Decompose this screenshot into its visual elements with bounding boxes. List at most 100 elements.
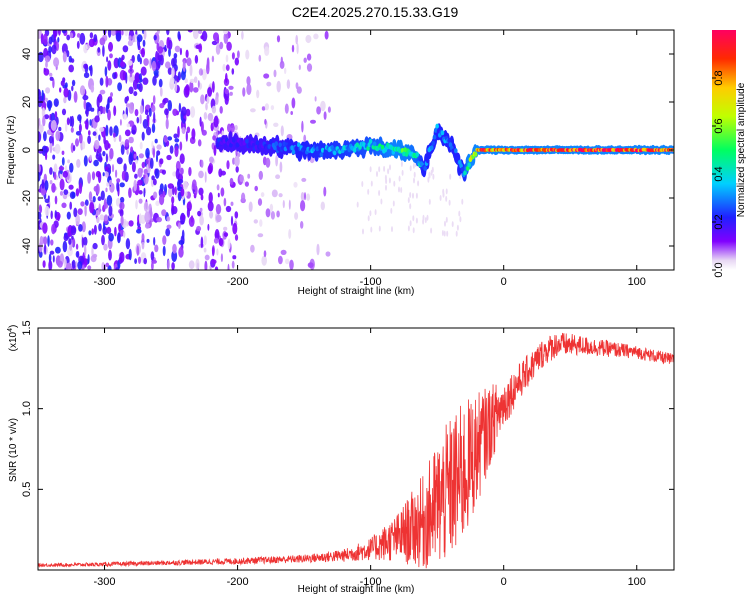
spectrogram-noise-cell — [139, 104, 144, 115]
spectrogram-noise-cell — [271, 189, 278, 198]
spectrogram-noise-cell — [136, 116, 140, 124]
spectrogram-noise-cell — [105, 187, 108, 193]
spectrogram-noise-cell — [89, 202, 95, 214]
spectrogram-noise-cell — [327, 106, 331, 113]
spectrogram-noise-cell — [202, 68, 207, 81]
spectrogram-noise-cell — [96, 96, 100, 109]
spectrogram-noise-cell — [120, 61, 126, 68]
spectrogram-noise-cell — [42, 33, 48, 46]
spectrogram-signal-cell — [223, 143, 228, 149]
spectrogram-noise-cell — [198, 30, 203, 34]
spectrogram-noise-cell — [378, 166, 381, 173]
spectrogram-noise-cell — [53, 30, 57, 40]
spectrogram-noise-cell — [143, 58, 149, 66]
spectrogram-noise-cell — [69, 162, 74, 173]
spectrogram-noise-cell — [290, 111, 294, 115]
spectrogram-noise-cell — [138, 153, 144, 159]
spectrogram-noise-cell — [139, 141, 143, 150]
spectrogram-noise-cell — [195, 258, 200, 270]
spectrogram-noise-cell — [325, 251, 331, 257]
spectrogram-noise-cell — [256, 89, 260, 99]
spectrogram-noise-cell — [116, 181, 120, 192]
spectrogram-noise-cell — [185, 108, 191, 117]
spectrogram-noise-cell — [116, 178, 121, 183]
spectrogram-noise-cell — [163, 135, 168, 143]
spectrogram-noise-cell — [71, 235, 74, 240]
spectrogram-noise-cell — [385, 184, 387, 191]
spectrogram-noise-cell — [97, 196, 102, 202]
spectrogram-noise-cell — [71, 79, 76, 87]
spectrogram-noise-cell — [159, 103, 165, 109]
snr-frame — [37, 327, 675, 571]
spectrogram-signal-cell — [440, 130, 445, 136]
spectrogram-noise-cell — [151, 261, 154, 270]
spectrogram-noise-cell — [89, 119, 92, 126]
spectrogram-noise-cell — [324, 30, 329, 40]
spectrogram-signal-cell — [278, 142, 283, 148]
spectrogram-noise-cell — [270, 211, 275, 220]
spectrogram-noise-cell — [49, 167, 53, 175]
spectrogram-noise-cell — [218, 168, 223, 178]
spectrogram-noise-cell — [62, 77, 66, 83]
spectrogram-noise-cell — [128, 220, 134, 227]
spectrogram-noise-cell — [188, 216, 195, 227]
spectrogram-noise-cell — [93, 159, 99, 167]
spectrogram-noise-cell — [298, 64, 301, 71]
spectrogram-noise-cell — [227, 123, 231, 133]
spectrogram-noise-cell — [230, 215, 234, 226]
spectrogram-signal-cell — [274, 141, 279, 147]
spectrogram-noise-cell — [124, 30, 129, 37]
spectrogram-noise-cell — [223, 232, 229, 238]
spectrogram-noise-cell — [177, 178, 184, 184]
spectrogram-noise-cell — [83, 44, 88, 54]
spectrogram-noise-cell — [193, 87, 199, 93]
spectrogram-noise-cell — [69, 116, 73, 127]
snr-x-tick-label: -200 — [227, 576, 249, 588]
spectrogram-noise-cell — [199, 116, 202, 127]
spectrogram-noise-cell — [67, 159, 70, 164]
spectrogram-noise-cell — [52, 78, 55, 89]
spectrogram-noise-cell — [181, 229, 185, 240]
spectrogram-noise-cell — [455, 230, 458, 237]
spectrogram-noise-cell — [227, 238, 231, 250]
spectrogram-noise-cell — [77, 260, 83, 270]
spectrogram-noise-cell — [213, 145, 217, 156]
spectrogram-noise-cell — [427, 176, 430, 183]
spectrogram-noise-cell — [138, 256, 141, 264]
spectrogram-noise-cell — [75, 243, 79, 250]
spectrogram-noise-cell — [293, 181, 298, 188]
spectrogram-noise-cell — [52, 154, 56, 160]
spectrogram-noise-cell — [162, 245, 166, 257]
spectrogram-noise-cell — [103, 243, 108, 251]
spectrogram-noise-cell — [200, 121, 204, 133]
spectrogram-noise-cell — [215, 214, 222, 223]
spectrogram-noise-cell — [185, 131, 188, 142]
spectrogram-noise-cell — [156, 144, 162, 150]
spectrogram-noise-cell — [38, 241, 43, 253]
spectrogram-noise-cell — [225, 72, 228, 84]
spectrogram-noise-cell — [61, 157, 65, 166]
spectrogram-noise-cell — [63, 87, 69, 98]
chart-title: C2E4.2025.270.15.33.G19 — [291, 4, 459, 20]
spectrogram-noise-cell — [41, 89, 44, 102]
spectrogram-noise-cell — [320, 201, 325, 211]
spectrogram-noise-cell — [370, 180, 373, 187]
spectrogram-noise-cell — [177, 191, 182, 202]
spectrogram-noise-cell — [64, 82, 68, 89]
spectrogram-noise-cell — [131, 129, 136, 135]
spectrogram-noise-cell — [154, 168, 160, 179]
spectrogram-noise-cell — [162, 235, 167, 246]
spectrogram-noise-cell — [174, 145, 179, 158]
spectrogram-noise-cell — [68, 238, 72, 245]
spectrogram-signal-cell — [227, 138, 232, 144]
spectrogram-noise-cell — [401, 169, 404, 176]
spectrogram-noise-cell — [177, 125, 180, 138]
spectrogram-noise-cell — [102, 172, 105, 177]
spectrogram-noise-cell — [53, 98, 59, 107]
spectrogram-x-tick-label: -300 — [94, 276, 116, 288]
spectrogram-noise-cell — [43, 67, 46, 72]
spectrogram-noise-cell — [205, 102, 208, 111]
spectrogram-noise-cell — [70, 126, 74, 133]
spectrogram-signal-cell — [269, 139, 273, 144]
spectrogram-noise-cell — [409, 192, 412, 198]
